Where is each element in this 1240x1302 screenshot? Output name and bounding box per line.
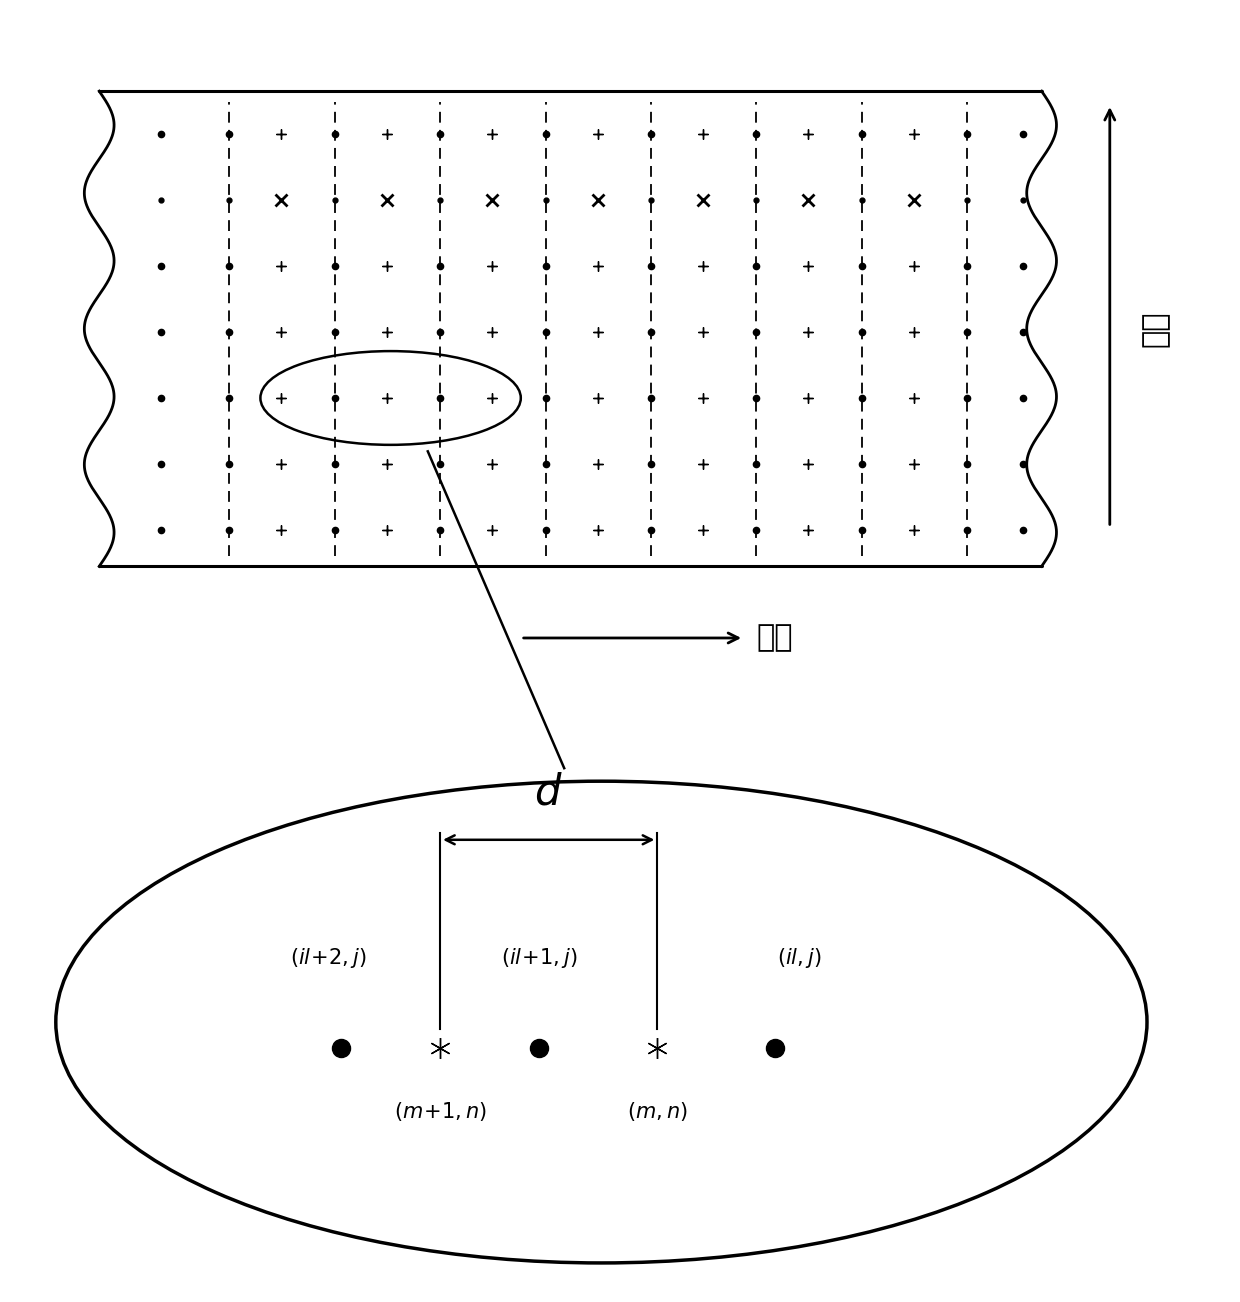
Text: $(il\!+\!1,j)$: $(il\!+\!1,j)$ (501, 947, 578, 970)
Text: 纬向: 纬向 (1141, 310, 1169, 348)
Text: $(m\!+\!1,n)$: $(m\!+\!1,n)$ (394, 1100, 486, 1124)
Text: 经向: 经向 (756, 624, 792, 652)
Text: $(il\!+\!2,j)$: $(il\!+\!2,j)$ (290, 947, 367, 970)
Text: $(m,n)$: $(m,n)$ (626, 1100, 688, 1124)
Text: $d$: $d$ (534, 772, 563, 814)
Text: $(il,j)$: $(il,j)$ (777, 947, 822, 970)
